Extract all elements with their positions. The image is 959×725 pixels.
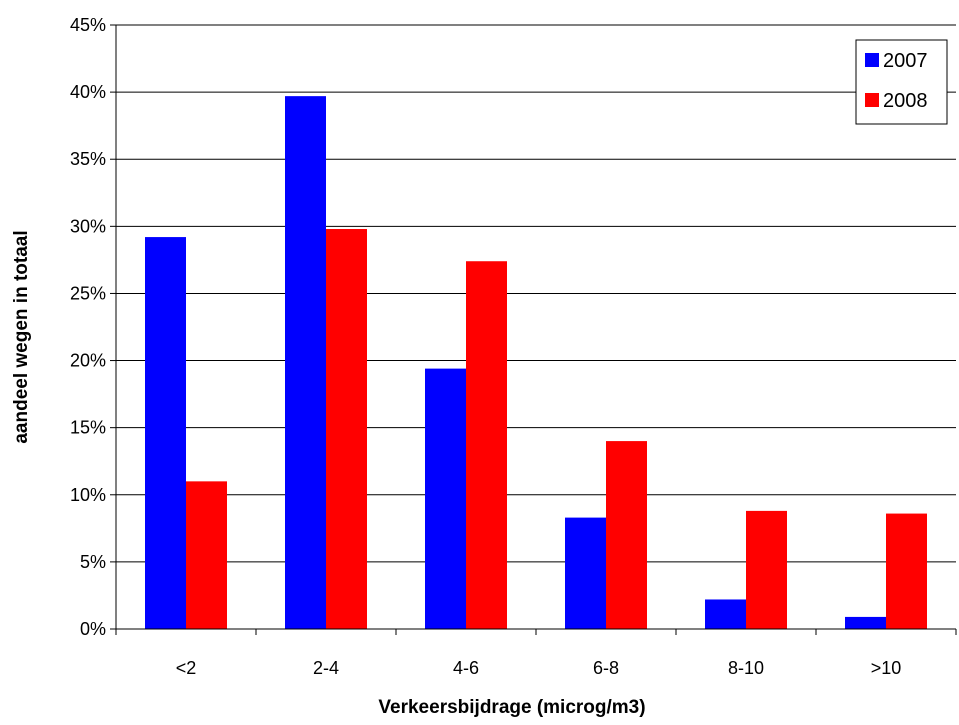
gridlines (116, 24, 956, 563)
x-tick-label: <2 (176, 658, 197, 678)
y-tick-label: 25% (70, 283, 106, 303)
x-tick-label: 8-10 (728, 658, 764, 678)
bar-2007-2 (425, 368, 466, 629)
y-tick-label: 20% (70, 351, 106, 371)
y-axis-title: aandeel wegen in totaal (11, 230, 32, 443)
y-tick-label: 10% (70, 485, 106, 505)
x-tick-label: 4-6 (453, 658, 479, 678)
y-tick-label: 15% (70, 418, 106, 438)
legend-label-2007: 2007 (883, 50, 928, 72)
x-tick-label: >10 (871, 658, 902, 678)
y-tick-label: 0% (80, 619, 106, 639)
bar-2008-1 (326, 229, 367, 630)
legend-swatch-2008 (865, 93, 879, 107)
legend-swatch-2007 (865, 53, 879, 67)
y-tick-label: 5% (80, 552, 106, 572)
bar-2008-5 (886, 513, 927, 629)
bar-2007-1 (285, 96, 326, 630)
y-tick-label: 45% (70, 15, 106, 35)
y-tick-label: 35% (70, 149, 106, 169)
y-tick-labels: 0% 5% 10% 15% 20% 25% 30% 35% 40% 45% (70, 15, 106, 639)
bar-2007-3 (565, 517, 606, 629)
legend: 2007 2008 (855, 39, 948, 125)
x-axis-title: Verkeersbijdrage (microg/m3) (378, 697, 645, 718)
bar-2008-0 (186, 481, 227, 629)
x-tick-label: 6-8 (593, 658, 619, 678)
x-tick-label: 2-4 (313, 658, 339, 678)
bar-2008-2 (466, 261, 507, 629)
bar-2007-5 (845, 616, 886, 629)
legend-label-2008: 2008 (883, 90, 928, 112)
y-tick-label: 40% (70, 82, 106, 102)
bar-2008-3 (606, 441, 647, 629)
axes (110, 24, 957, 635)
bar-group (145, 96, 927, 630)
bar-2008-4 (746, 510, 787, 629)
bar-2007-4 (705, 599, 746, 629)
bar-2007-0 (145, 237, 186, 629)
y-tick-label: 30% (70, 216, 106, 236)
x-tick-labels: <2 2-4 4-6 6-8 8-10 >10 (176, 658, 902, 678)
